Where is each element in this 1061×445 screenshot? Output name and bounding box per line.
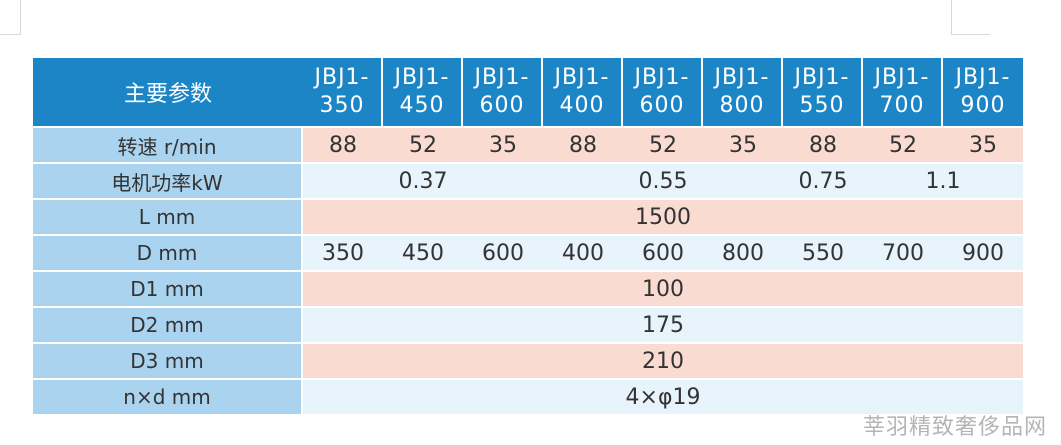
speed-cell: 35 — [463, 128, 543, 162]
d1-cell: 100 — [303, 272, 1023, 306]
d1-row: D1 mm 100 — [33, 272, 1023, 306]
power-row: 电机功率kW 0.37 0.55 0.75 1.1 — [33, 164, 1023, 198]
speed-cell: 52 — [863, 128, 943, 162]
model-header: JBJ1- 350 — [303, 58, 383, 126]
diameter-cell: 800 — [703, 236, 783, 270]
bolt-holes-cell: 4×φ19 — [303, 380, 1023, 414]
diameter-cell: 900 — [943, 236, 1023, 270]
power-cell: 1.1 — [863, 164, 1023, 198]
watermark-text: 莘羽精致奢侈品网 — [862, 415, 1047, 440]
model-header: JBJ1- 400 — [543, 58, 623, 126]
diameter-cell: 600 — [463, 236, 543, 270]
diameter-cell: 600 — [623, 236, 703, 270]
model-header: JBJ1- 450 — [383, 58, 463, 126]
power-cell: 0.75 — [783, 164, 863, 198]
speed-label: 转速 r/min — [33, 128, 303, 162]
diameter-row: D mm 350 450 600 400 600 800 550 700 900 — [33, 236, 1023, 270]
speed-row: 转速 r/min 88 52 35 88 52 35 88 52 35 — [33, 128, 1023, 162]
corner-mark-right — [951, 0, 990, 35]
diameter-cell: 350 — [303, 236, 383, 270]
power-label: 电机功率kW — [33, 164, 303, 198]
header-row: 主要参数 JBJ1- 350 JBJ1- 450 JBJ1- 600 JBJ1- 400… — [33, 58, 1023, 126]
length-row: L mm 1500 — [33, 200, 1023, 234]
d2-label: D2 mm — [33, 308, 303, 342]
corner-mark-left — [0, 0, 21, 35]
d3-label: D3 mm — [33, 344, 303, 378]
diameter-cell: 400 — [543, 236, 623, 270]
model-header: JBJ1- 600 — [623, 58, 703, 126]
model-header: JBJ1- 600 — [463, 58, 543, 126]
speed-cell: 35 — [703, 128, 783, 162]
model-header: JBJ1- 900 — [943, 58, 1023, 126]
d1-label: D1 mm — [33, 272, 303, 306]
bolt-holes-label: n×d mm — [33, 380, 303, 414]
speed-cell: 52 — [623, 128, 703, 162]
speed-cell: 88 — [543, 128, 623, 162]
diameter-cell: 550 — [783, 236, 863, 270]
parameter-table: 主要参数 JBJ1- 350 JBJ1- 450 JBJ1- 600 JBJ1- 400… — [33, 56, 1023, 416]
speed-cell: 88 — [783, 128, 863, 162]
diameter-label: D mm — [33, 236, 303, 270]
d2-row: D2 mm 175 — [33, 308, 1023, 342]
power-cell: 0.55 — [543, 164, 783, 198]
d3-row: D3 mm 210 — [33, 344, 1023, 378]
power-cell: 0.37 — [303, 164, 543, 198]
speed-cell: 52 — [383, 128, 463, 162]
diameter-cell: 450 — [383, 236, 463, 270]
diameter-cell: 700 — [863, 236, 943, 270]
d3-cell: 210 — [303, 344, 1023, 378]
header-label: 主要参数 — [33, 58, 303, 126]
speed-cell: 35 — [943, 128, 1023, 162]
bolt-holes-row: n×d mm 4×φ19 — [33, 380, 1023, 414]
model-header: JBJ1- 700 — [863, 58, 943, 126]
length-label: L mm — [33, 200, 303, 234]
length-cell: 1500 — [303, 200, 1023, 234]
d2-cell: 175 — [303, 308, 1023, 342]
model-header: JBJ1- 550 — [783, 58, 863, 126]
model-header: JBJ1- 800 — [703, 58, 783, 126]
speed-cell: 88 — [303, 128, 383, 162]
